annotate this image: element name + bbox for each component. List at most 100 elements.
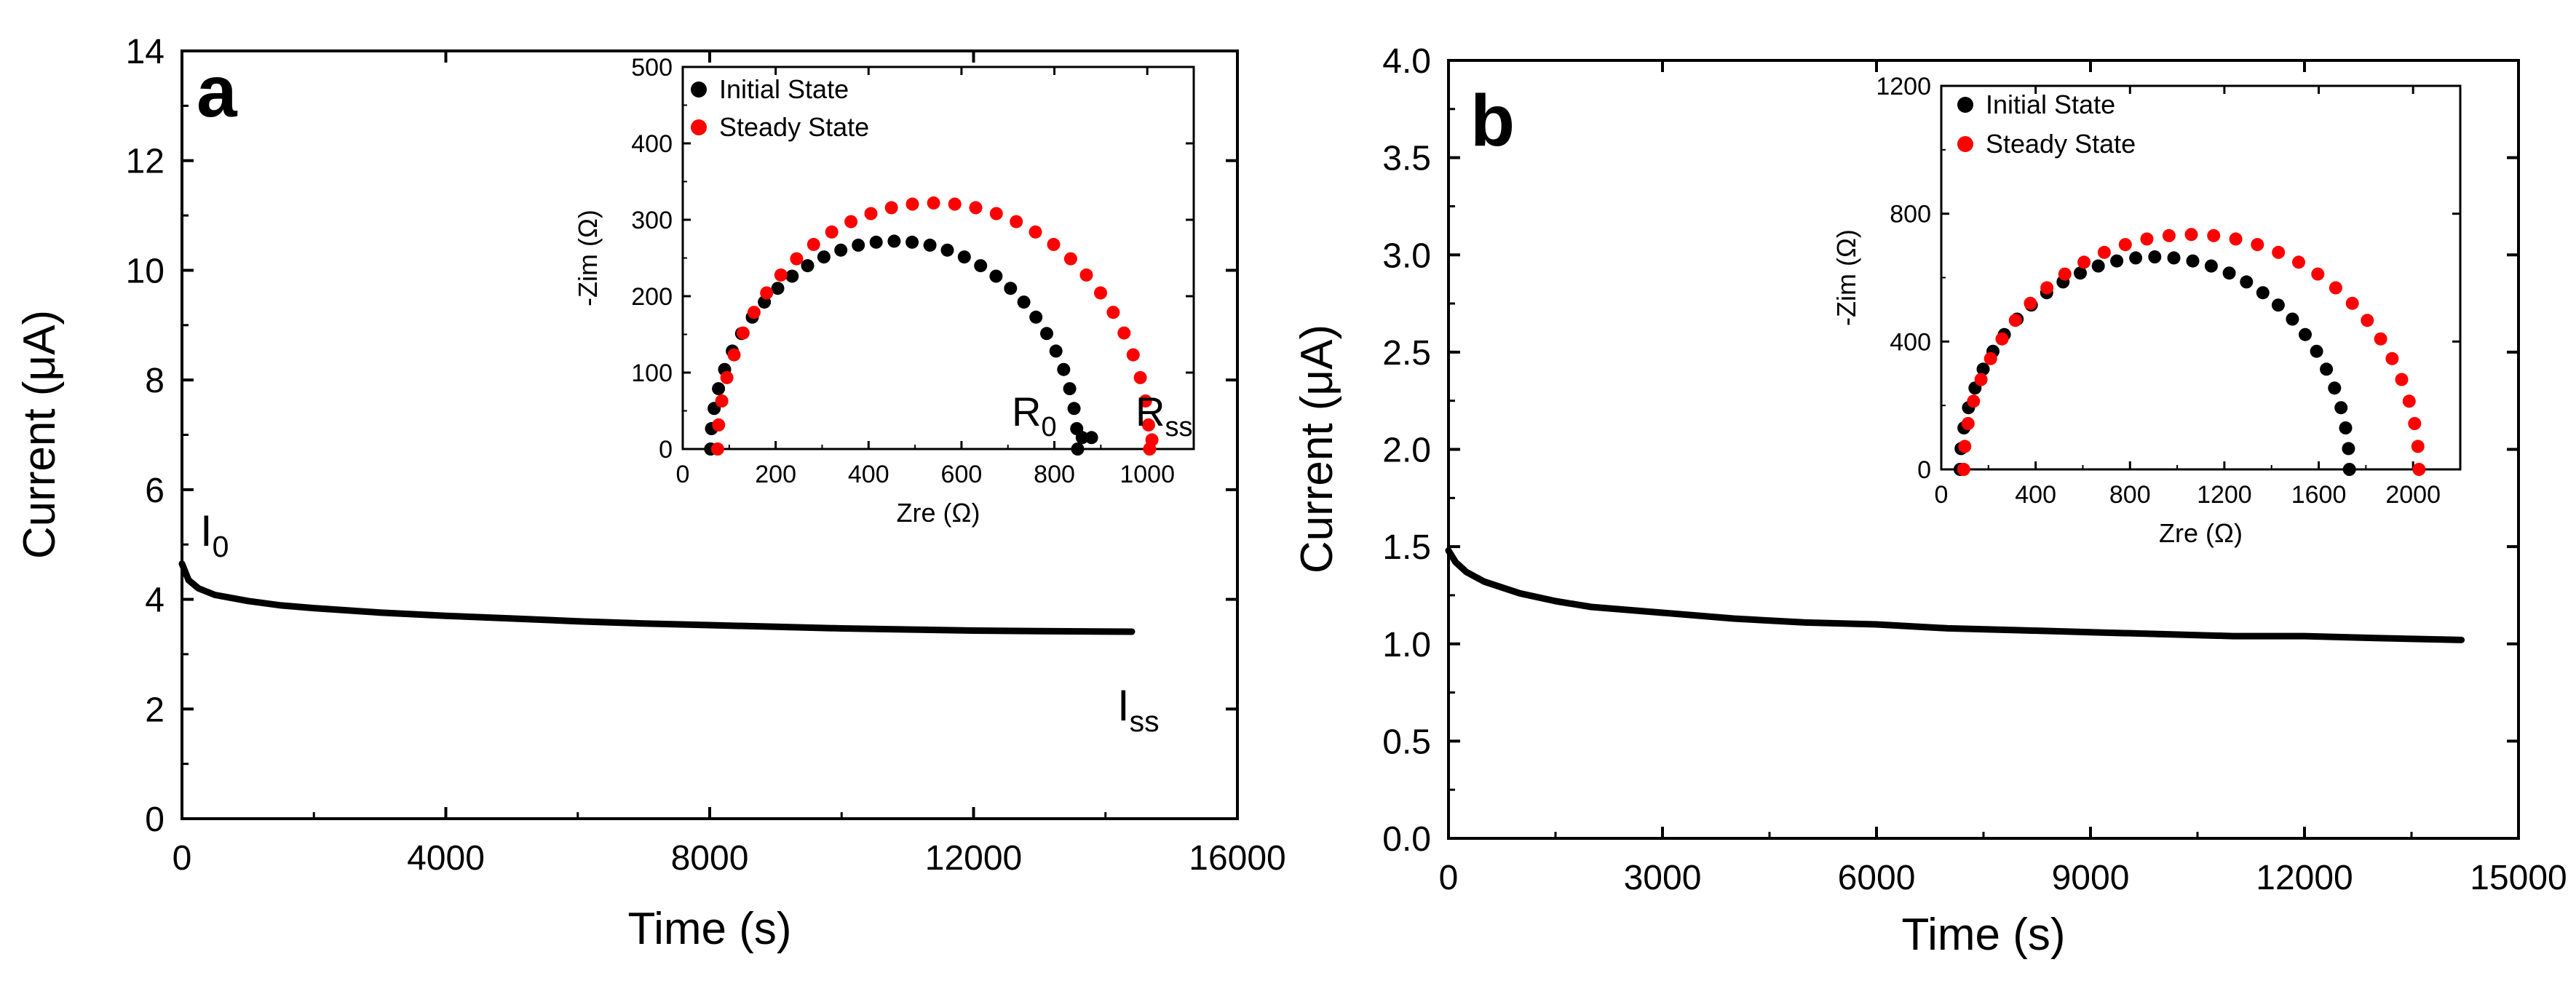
inset-point-1 (1079, 268, 1093, 282)
inset-point-1 (1094, 286, 1107, 300)
inset-point-0 (1017, 295, 1031, 309)
inset-point-1 (1958, 440, 1972, 453)
inset-x-tick-label: 1600 (2291, 481, 2347, 509)
inset-point-1 (2229, 232, 2243, 246)
inset-point-1 (807, 237, 820, 251)
inset-point-1 (2097, 245, 2111, 259)
inset-point-0 (1063, 382, 1077, 396)
inset-y-tick-label: 800 (1890, 201, 1931, 229)
inset-y-tick-label: 400 (631, 130, 673, 158)
inset-x-tick-label: 0 (676, 461, 690, 488)
inset-x-tick-label: 1000 (1119, 461, 1175, 488)
inset-y-tick-label: 200 (631, 283, 673, 311)
inset-point-1 (1974, 373, 1988, 386)
inset-point-0 (771, 282, 785, 295)
inset-point-1 (1995, 332, 2009, 346)
annotation-0-main: I (200, 507, 213, 555)
legend-marker-1 (1957, 136, 1973, 152)
inset-point-1 (969, 201, 983, 215)
inset-point-0 (2074, 266, 2087, 280)
inset-point-0 (712, 382, 726, 396)
inset-point-0 (1067, 402, 1081, 416)
x-tick-label: 3000 (1624, 859, 1702, 897)
inset-point-0 (2167, 251, 2181, 265)
inset-point-1 (1117, 326, 1131, 340)
inset-point-1 (712, 418, 726, 432)
inset-point-1 (790, 252, 804, 266)
series-line-0 (178, 560, 1136, 635)
inset-point-1 (2118, 238, 2132, 252)
inset-point-0 (2334, 401, 2348, 415)
x-tick-label: 8000 (671, 839, 749, 878)
inset-point-0 (940, 243, 954, 257)
x-tick-label: 12000 (925, 839, 1022, 878)
panel-label: b (1470, 80, 1515, 162)
x-tick-label: 9000 (2052, 859, 2130, 897)
series-line-0 (1445, 547, 2465, 643)
inset-point-1 (1010, 215, 1023, 229)
inset-point-0 (2148, 250, 2162, 263)
inset-point-1 (844, 215, 858, 229)
inset-point-0 (852, 238, 865, 252)
inset-point-1 (1141, 418, 1155, 432)
inset-point-1 (1961, 417, 1975, 430)
inset-point-0 (2204, 259, 2218, 273)
inset-annotation-1: Rss (1136, 389, 1192, 442)
inset-point-1 (1145, 433, 1159, 447)
y-tick-label: 8 (145, 362, 165, 400)
inset-point-1 (927, 196, 940, 210)
inset-point-1 (884, 201, 898, 215)
inset-point-0 (2339, 421, 2353, 434)
y-tick-label: 2.5 (1382, 334, 1431, 373)
inset-point-0 (1049, 344, 1063, 358)
inset-x-axis-title: Zre (Ω) (2159, 518, 2243, 548)
inset-point-1 (2345, 296, 2359, 310)
inset-annotation-1-sub: ss (1165, 412, 1192, 442)
inset-point-0 (957, 250, 971, 264)
inset-y-tick-label: 300 (631, 207, 673, 234)
inset-point-0 (2299, 327, 2312, 341)
inset-point-0 (989, 269, 1003, 283)
inset-point-1 (2058, 267, 2072, 281)
annotation-1: Iss (1117, 681, 1160, 738)
legend-label-1: Steady State (719, 112, 869, 142)
inset-point-1 (2184, 228, 2198, 242)
inset-point-0 (1004, 282, 1018, 295)
y-tick-label: 3.5 (1382, 140, 1431, 178)
panel-b: 0.0 0.5 1.0 1.5 2.0 2.5 3.0 3.5 4.0 0 3000 6000 9000… (1292, 42, 2567, 960)
inset-point-1 (2292, 255, 2305, 269)
inset-point-0 (974, 259, 988, 273)
inset-x-tick-label: 600 (941, 461, 983, 488)
inset-point-1 (774, 268, 788, 282)
inset-point-0 (2342, 463, 2356, 476)
legend-label-1: Steady State (1986, 129, 2136, 159)
inset-y-tick-label: 100 (631, 360, 673, 387)
x-tick-label: 6000 (1838, 859, 1916, 897)
x-tick-label: 15000 (2470, 859, 2567, 897)
y-axis-title: Current (μA) (1292, 325, 1342, 573)
inset-point-1 (2140, 232, 2154, 246)
inset-x-tick-label: 2000 (2385, 481, 2441, 509)
inset-point-1 (2395, 373, 2409, 386)
inset-point-0 (785, 269, 799, 283)
inset-frame (1940, 84, 2462, 471)
y-tick-label: 14 (126, 33, 165, 71)
inset-y-tick-label: 500 (631, 54, 673, 82)
inset-point-0 (869, 235, 883, 249)
y-tick-label: 0 (145, 801, 165, 839)
inset-point-0 (2310, 344, 2323, 358)
x-tick-label: 0 (1439, 859, 1459, 897)
legend-marker-0 (1957, 97, 1973, 113)
y-tick-label: 4.0 (1382, 42, 1431, 81)
inset-plot: 0 100 200 300 400 500 0 200 400 600 800 1000 Zre (Ω)… (573, 54, 1195, 528)
inset-point-1 (710, 442, 724, 456)
inset-point-0 (2240, 275, 2254, 289)
inset-point-1 (747, 306, 761, 319)
inset-point-0 (2186, 254, 2200, 268)
inset-annotation-1-main: R (1136, 389, 1165, 434)
inset-point-0 (1057, 362, 1071, 376)
inset-point-1 (948, 197, 962, 211)
annotation-0-sub: 0 (213, 530, 229, 563)
inset-point-1 (1047, 237, 1061, 251)
